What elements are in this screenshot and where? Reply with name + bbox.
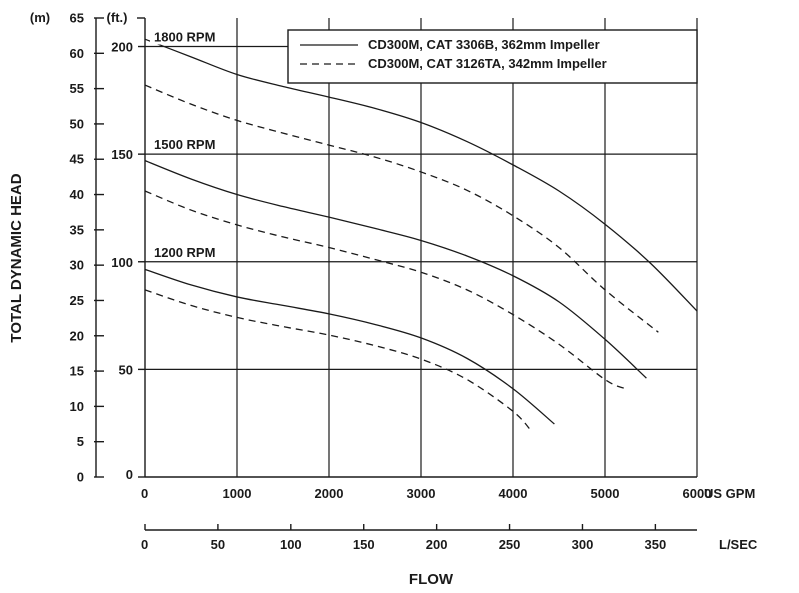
ft-tick-label: 50 [119,362,133,377]
ft-tick-label: 100 [111,255,133,270]
x-tick-label-lsec: 100 [280,537,302,552]
x-axis-title: FLOW [409,571,454,588]
legend-entry: CD300M, CAT 3126TA, 342mm Impeller [368,56,607,71]
legend-layer: CD300M, CAT 3306B, 362mm Impeller CD300M,… [287,29,698,84]
x-unit-gpm: US GPM [704,486,755,501]
m-tick-label: 25 [70,293,84,308]
x-tick-label-lsec: 250 [499,537,521,552]
legend-entry: CD300M, CAT 3306B, 362mm Impeller [368,37,600,52]
x-tick-label-lsec: 350 [645,537,667,552]
m-tick-label: 35 [70,222,84,237]
x-tick-label-gpm: 0 [141,486,148,501]
curve-dashed-1500-rpm [144,190,626,390]
x-tick-label-lsec: 50 [211,537,225,552]
x-tick-label-lsec: 200 [426,537,448,552]
x-tick-label-gpm: 1000 [223,486,252,501]
m-tick-label: 15 [70,364,84,379]
curve-dashed-1800-rpm [144,84,659,333]
ft-tick-label: 200 [111,40,133,55]
label-layer: 1800 RPM 1500 RPM 1200 RPM [150,30,236,260]
rpm-label-bg [150,244,236,260]
x-tick-label-lsec: 150 [353,537,375,552]
x-tick-label-gpm: 6000 [683,486,712,501]
m-tick-label: 10 [70,399,84,414]
curve-layer [144,38,698,432]
curve-dashed-1200-rpm [144,289,532,432]
curve-solid-1500-rpm [144,160,647,379]
rpm-label-bg [150,137,236,153]
m-tick-label: 40 [70,187,84,202]
m-tick-label: 0 [77,470,84,485]
x-tick-label-gpm: 3000 [407,486,436,501]
axis-layer: 0 5 10 15 20 25 30 35 40 45 50 55 60 65 0 50 100 150 200 (m… [8,10,758,588]
ft-unit-label: (ft.) [107,10,128,25]
m-tick-label: 30 [70,258,84,273]
m-tick-label: 65 [70,11,84,26]
rpm-label: 1800 RPM [154,30,215,45]
ft-tick-label: 0 [126,467,133,482]
rpm-label: 1200 RPM [154,245,215,260]
m-tick-label: 55 [70,81,84,96]
m-tick-label: 45 [70,152,84,167]
rpm-label: 1500 RPM [154,137,215,152]
x-tick-label-lsec: 0 [141,537,148,552]
rpm-label-bg [150,29,236,45]
m-tick-label: 5 [77,434,84,449]
y-axis-title: TOTAL DYNAMIC HEAD [8,173,25,342]
m-tick-label: 60 [70,46,84,61]
x-tick-label-gpm: 5000 [591,486,620,501]
m-unit-label: (m) [30,10,50,25]
curve-solid-1200-rpm [144,268,555,425]
x-tick-label-gpm: 2000 [315,486,344,501]
m-tick-label: 20 [70,328,84,343]
curve-solid-1800-rpm [144,38,698,312]
m-tick-label: 50 [70,116,84,131]
x-tick-label-gpm: 4000 [499,486,528,501]
legend-box [287,29,698,84]
x-tick-label-lsec: 300 [572,537,594,552]
x-unit-lsec: L/SEC [719,537,758,552]
ft-tick-label: 150 [111,147,133,162]
